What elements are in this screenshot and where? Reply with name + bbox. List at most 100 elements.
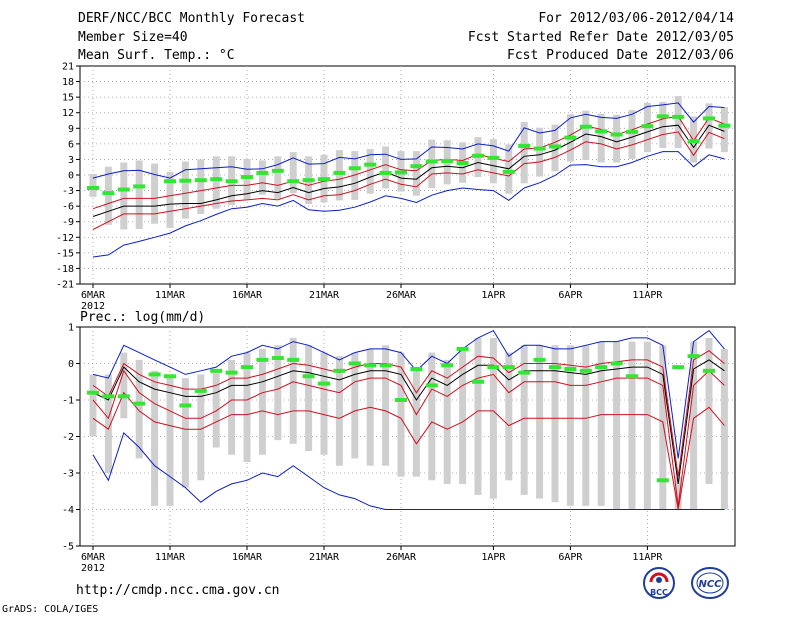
prec-observation-marker — [102, 394, 115, 399]
temp-ytick-label: -15 — [56, 248, 74, 259]
temp-observation-marker — [579, 124, 592, 129]
temp-ytick-label: -18 — [56, 264, 74, 275]
temp-range-box — [258, 160, 266, 195]
temp-observation-marker — [595, 129, 608, 134]
temp-range-box — [366, 149, 374, 194]
temp-xtick-label: 26MAR — [386, 290, 417, 301]
bcc-logo: BCC — [642, 566, 676, 600]
prec-xtick-label: 16MAR — [232, 552, 263, 563]
temp-xtick-label: 16MAR — [232, 290, 263, 301]
temp-range-box — [212, 156, 220, 209]
temp-observation-marker — [179, 178, 192, 183]
prec-observation-marker — [564, 366, 577, 371]
temp-range-box — [613, 114, 621, 163]
temperature-panel: -21 -18 -15 -12 -9 -6 -3 0 3 6 9 12 15 18 21 6MAR 11MAR 1… — [56, 62, 736, 312]
temp-observation-marker — [117, 187, 130, 192]
prec-observation-marker — [579, 368, 592, 373]
temp-observation-marker — [518, 143, 531, 148]
temp-observation-marker — [456, 161, 469, 166]
prec-observation-marker — [441, 363, 454, 368]
prec-max-line — [92, 329, 725, 459]
prec-range-box — [382, 345, 390, 466]
temp-year-label: 2012 — [81, 301, 105, 312]
temp-range-box — [181, 161, 189, 219]
prec-observation-marker — [133, 401, 146, 406]
prec-range-box — [274, 345, 282, 441]
temp-observation-marker — [271, 168, 284, 173]
prec-observation-marker — [533, 357, 546, 362]
prec-observation-marker — [549, 365, 561, 370]
temp-ytick-label: 3 — [68, 155, 74, 166]
temp-ytick-label: -6 — [62, 202, 74, 213]
temp-observation-marker — [164, 179, 176, 184]
prec-ytick-label: 0 — [68, 359, 74, 370]
prec-observation-marker — [410, 366, 423, 371]
temp-range-box — [151, 163, 159, 224]
temp-observation-marker — [102, 191, 115, 196]
prec-observation-marker — [287, 357, 300, 362]
chart-title: DERF/NCC/BCC Monthly Forecast — [78, 11, 305, 26]
temp-ytick-label: 18 — [62, 77, 74, 88]
temp-observation-marker — [487, 155, 500, 160]
prec-range-box — [212, 370, 220, 448]
prec-observation-marker — [687, 354, 700, 359]
prec-observation-marker — [595, 365, 608, 370]
prec-ytick-label: -3 — [62, 469, 74, 480]
prec-range-box — [151, 370, 159, 506]
temp-range-box — [412, 151, 420, 196]
prec-observation-marker — [425, 383, 438, 388]
temp-range-box — [351, 151, 359, 200]
temp-max-line — [92, 102, 725, 179]
bcc-logo-text: BCC — [650, 588, 668, 597]
prec-mean-line — [92, 359, 725, 484]
prec-range-box — [320, 352, 328, 455]
temp-observation-marker — [194, 178, 207, 183]
prec-range-box — [628, 341, 636, 510]
prec-range-box — [228, 359, 236, 455]
temp-range-box — [720, 107, 728, 153]
temp-range-box — [428, 139, 436, 188]
temp-observation-marker — [502, 169, 515, 174]
prec-range-box — [720, 348, 728, 510]
prec-range-box — [289, 337, 297, 444]
temp-mean-line — [92, 124, 725, 217]
temp-observation-marker — [672, 114, 685, 119]
prec-observation-marker — [179, 403, 192, 408]
temp-range-box — [289, 152, 297, 194]
prec-xtick-label: 6APR — [558, 552, 583, 563]
prec-xtick-label: 11MAR — [155, 552, 186, 563]
prec-year-label: 2012 — [81, 563, 105, 574]
prec-range-box — [397, 352, 405, 477]
temp-range-box — [135, 160, 143, 229]
temp-range-box — [274, 156, 282, 199]
prec-observation-marker — [225, 370, 238, 375]
temp-range-box — [120, 162, 128, 230]
prec-xtick-label: 26MAR — [386, 552, 417, 563]
prec-range-box — [120, 352, 128, 419]
temp-observation-marker — [641, 124, 654, 129]
temp-xtick-label: 11MAR — [155, 290, 186, 301]
prec-observation-marker — [256, 357, 269, 362]
prec-observation-marker — [148, 372, 161, 377]
temp-range-box — [674, 96, 682, 149]
ncc-logo: NCC — [690, 566, 730, 600]
prec-ytick-label: -4 — [62, 505, 74, 516]
temp-range-box — [382, 146, 390, 189]
prec-observation-marker — [364, 363, 377, 368]
temp-xtick-label: 21MAR — [309, 290, 340, 301]
prec-ytick-label: 1 — [68, 323, 74, 334]
member-size-label: Member Size=40 — [78, 30, 188, 45]
temp-observation-marker — [472, 153, 484, 158]
temp-observation-marker — [610, 132, 623, 137]
prec-range-box — [690, 341, 698, 510]
temp-observation-marker — [241, 175, 253, 180]
temp-ytick-label: 15 — [62, 93, 74, 104]
temp-ytick-label: 6 — [68, 139, 74, 150]
temp-range-box — [597, 113, 605, 163]
prec-range-box — [135, 359, 143, 459]
prec-range-box — [674, 476, 682, 510]
prec-xtick-label: 1APR — [481, 552, 506, 563]
temp-range-box — [489, 139, 497, 184]
prec-xtick-label: 11APR — [632, 552, 663, 563]
prec-range-box — [489, 337, 497, 499]
